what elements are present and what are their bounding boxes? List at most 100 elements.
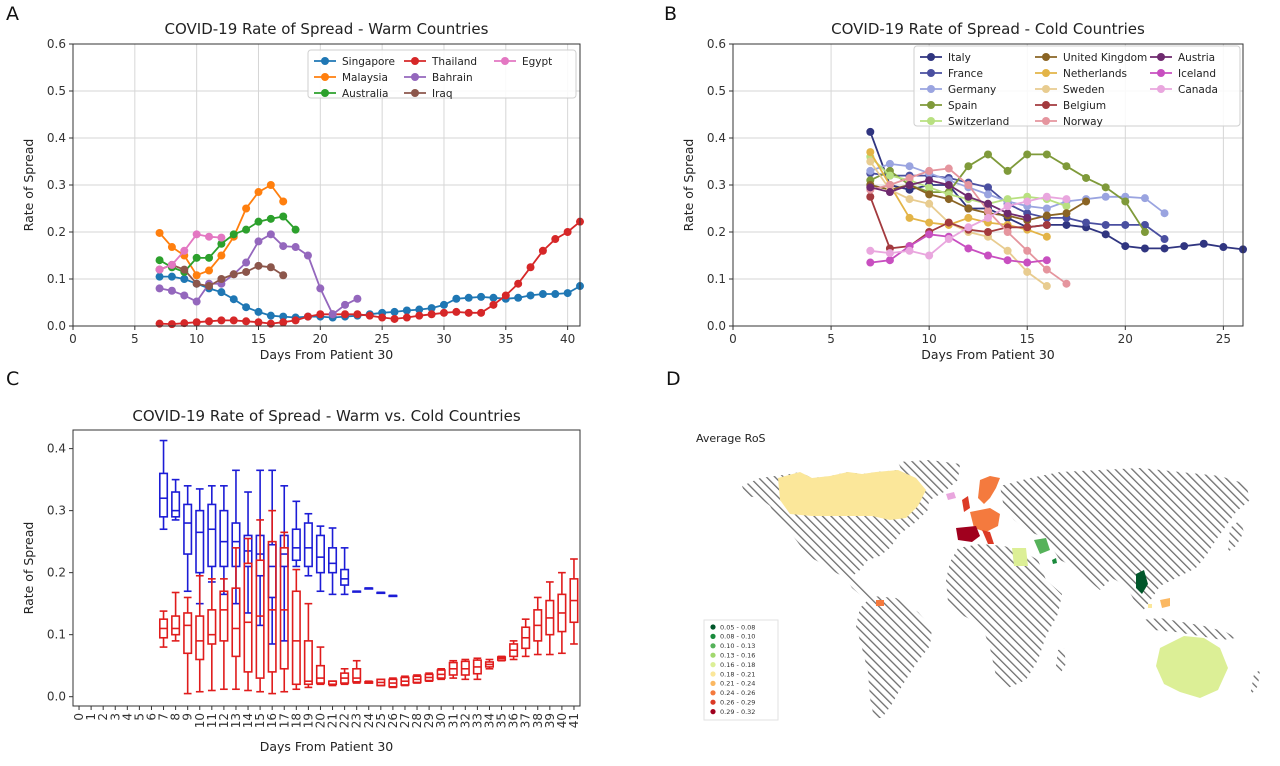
- data-point: [1023, 258, 1032, 267]
- y-tick-label: 0.3: [707, 178, 726, 192]
- data-point: [489, 300, 498, 309]
- map-legend-label: 0.05 - 0.08: [720, 623, 755, 631]
- data-point: [266, 263, 275, 272]
- legend-marker: [1042, 69, 1050, 77]
- box: [158, 610, 169, 648]
- x-tick-label: 0: [69, 332, 77, 346]
- legend-marker: [1157, 69, 1165, 77]
- chart-warm-countries: 0 5 10 15 20 25 30 35 40 0.0 0.1 0.2 0.3 0.4 0.5 0.6 COV…: [21, 20, 584, 362]
- x-tick-label: 21: [326, 713, 340, 728]
- data-point: [538, 290, 547, 299]
- data-point: [402, 313, 411, 322]
- x-tick-label: 10: [922, 332, 937, 346]
- x-tick-label: 6: [144, 713, 158, 721]
- data-point: [925, 166, 934, 175]
- box-iqr: [171, 491, 181, 518]
- series-malaysia: [155, 181, 288, 280]
- x-tick-label: 5: [827, 332, 835, 346]
- world-map-average-ros: Average RoS: [696, 432, 1260, 721]
- map-legend-item: 0.29 - 0.32: [710, 708, 755, 716]
- x-tick-label: 26: [386, 713, 400, 728]
- data-point: [925, 218, 934, 227]
- region-central-europe: [970, 508, 1000, 532]
- data-point: [885, 181, 894, 189]
- legend-label: Canada: [1178, 84, 1218, 96]
- data-point: [1082, 173, 1091, 182]
- legend-item: Spain: [920, 100, 977, 112]
- data-point: [1160, 244, 1169, 253]
- data-point: [229, 270, 238, 279]
- map-legend-label: 0.21 - 0.24: [720, 680, 755, 688]
- legend-box: [307, 49, 577, 99]
- data-point: [229, 230, 238, 239]
- region-thailand: [1136, 570, 1148, 594]
- box: [364, 587, 374, 590]
- box-iqr: [195, 509, 205, 574]
- region-singapore: [1148, 604, 1152, 608]
- map-legend-swatch: [710, 671, 716, 677]
- box-iqr: [195, 615, 205, 661]
- legend-label: Iraq: [432, 88, 453, 100]
- data-point: [1101, 183, 1110, 192]
- box: [496, 655, 507, 662]
- legend: Singapore Malaysia Australia Thailand Bahrai…: [307, 49, 577, 100]
- x-tick-label: 20: [1118, 332, 1133, 346]
- box-iqr: [171, 615, 181, 636]
- y-tick-label: 0.2: [47, 566, 66, 580]
- map-legend-item: 0.13 - 0.16: [710, 652, 755, 660]
- data-point: [944, 218, 953, 227]
- data-point: [439, 308, 448, 317]
- chart-title: COVID-19 Rate of Spread - Warm Countries: [165, 20, 489, 38]
- data-point: [192, 253, 201, 262]
- box: [171, 591, 181, 642]
- box: [364, 680, 374, 684]
- y-tick-label: 0.1: [47, 272, 66, 286]
- legend-label: Germany: [948, 84, 996, 96]
- x-tick-label: 17: [277, 713, 291, 728]
- data-point: [427, 310, 436, 319]
- data-point: [964, 181, 973, 189]
- x-tick-label: 10: [193, 713, 207, 728]
- legend-item: United Kingdom: [1035, 52, 1147, 64]
- data-point: [192, 279, 201, 288]
- map-legend-item: 0.26 - 0.29: [710, 699, 755, 707]
- data-point: [885, 188, 894, 197]
- x-tick-label: 16: [265, 713, 279, 728]
- legend-item: Belgium: [1035, 100, 1106, 112]
- data-point: [984, 183, 992, 192]
- data-point: [217, 288, 226, 297]
- map-legend-label: 0.24 - 0.26: [720, 689, 755, 697]
- data-point: [964, 223, 973, 232]
- map-legend-item: 0.16 - 0.18: [710, 661, 755, 669]
- box: [340, 547, 350, 596]
- box-iqr: [291, 528, 301, 562]
- box: [448, 659, 458, 679]
- land-madagascar: [1056, 648, 1066, 674]
- data-point: [155, 284, 164, 293]
- data-point: [217, 233, 226, 242]
- x-tick-label: 23: [350, 713, 364, 728]
- box-iqr: [315, 664, 326, 684]
- y-axis-label: Rate of Spread: [21, 139, 36, 232]
- box: [352, 659, 362, 684]
- region-canada: [778, 470, 926, 520]
- data-point: [551, 290, 560, 299]
- region-spain-italy: [956, 526, 980, 542]
- data-point: [885, 159, 894, 168]
- region-uk: [962, 496, 970, 512]
- box: [303, 512, 313, 577]
- box: [243, 537, 253, 692]
- data-point: [866, 148, 875, 157]
- data-point: [905, 173, 914, 182]
- series-egypt: [155, 230, 226, 274]
- data-point: [501, 291, 510, 300]
- map-legend-swatch: [710, 652, 716, 658]
- data-point: [1023, 213, 1032, 222]
- legend-item: Iraq: [404, 88, 453, 100]
- data-point: [1160, 235, 1169, 244]
- legend-marker: [411, 89, 419, 97]
- x-tick-label: 5: [132, 713, 146, 721]
- data-point: [984, 150, 992, 159]
- legend-item: France: [920, 68, 983, 80]
- legend-label: Switzerland: [948, 116, 1009, 128]
